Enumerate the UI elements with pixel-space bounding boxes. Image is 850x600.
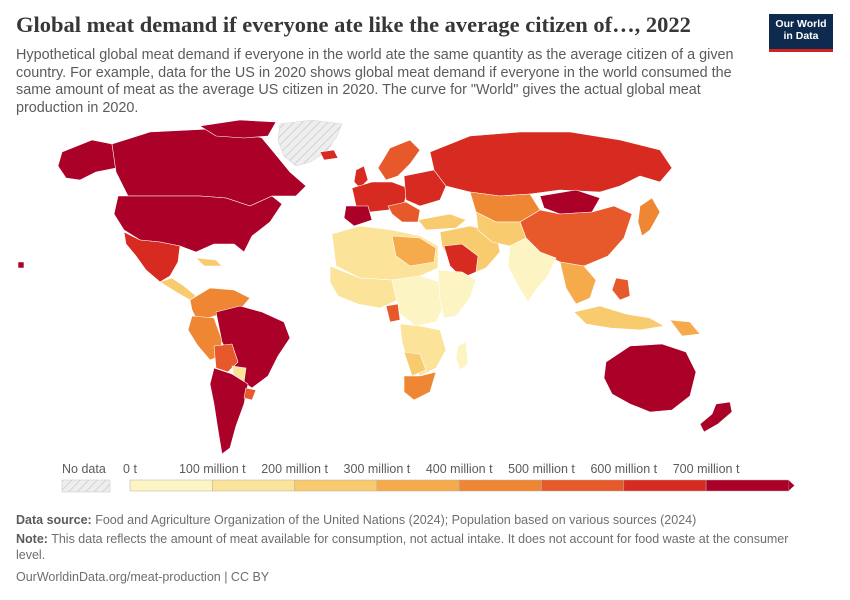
- region-mongolia[interactable]: [539, 189, 601, 215]
- legend-swatch-5[interactable]: [541, 479, 625, 492]
- world-map: [0, 118, 850, 463]
- region-egypt-libya[interactable]: [391, 235, 437, 267]
- region-new-zealand[interactable]: [699, 401, 733, 433]
- world-map-svg: [17, 119, 733, 455]
- data-source: Data source: Food and Agriculture Organi…: [16, 512, 816, 528]
- region-cuba[interactable]: [195, 257, 223, 267]
- region-greenland[interactable]: [277, 119, 343, 167]
- region-indonesia[interactable]: [573, 305, 665, 331]
- region-uruguay[interactable]: [243, 387, 257, 401]
- region-india[interactable]: [507, 237, 557, 303]
- region-canada-islands[interactable]: [199, 119, 277, 139]
- legend-swatch-7[interactable]: [705, 479, 789, 492]
- source-link[interactable]: OurWorldinData.org/meat-production | CC …: [16, 570, 270, 584]
- region-argentina[interactable]: [209, 367, 249, 455]
- region-russia[interactable]: [429, 131, 673, 197]
- region-namibia-botswana[interactable]: [403, 351, 427, 377]
- region-west-africa[interactable]: [329, 265, 399, 309]
- owid-logo[interactable]: Our World in Data: [769, 14, 833, 52]
- region-japan[interactable]: [637, 197, 661, 237]
- logo-line-2: in Data: [783, 30, 819, 42]
- legend-label-0: 0 t: [123, 462, 137, 476]
- legend-label-7: 700 million t: [673, 462, 740, 476]
- region-turkey[interactable]: [417, 213, 467, 231]
- legend-label-6: 600 million t: [590, 462, 657, 476]
- legend-label-3: 300 million t: [344, 462, 411, 476]
- region-south-africa[interactable]: [403, 371, 437, 401]
- region-central-america[interactable]: [159, 277, 197, 301]
- region-australia[interactable]: [603, 343, 697, 413]
- region-alaska[interactable]: [57, 139, 117, 181]
- region-philippines[interactable]: [611, 277, 631, 301]
- chart-footer: Data source: Food and Agriculture Organi…: [16, 512, 816, 588]
- legend-label-4: 400 million t: [426, 462, 493, 476]
- chart-title: Global meat demand if everyone ate like …: [16, 12, 691, 37]
- region-saudi-arabia[interactable]: [443, 243, 479, 279]
- region-gabon[interactable]: [385, 303, 401, 323]
- legend-swatch-4[interactable]: [458, 479, 542, 492]
- legend-label-2: 200 million t: [261, 462, 328, 476]
- no-data-swatch[interactable]: [61, 479, 111, 493]
- region-southeast-asia[interactable]: [559, 261, 597, 305]
- logo-line-1: Our World: [775, 18, 827, 30]
- no-data-label: No data: [62, 462, 106, 476]
- region-southern-europe[interactable]: [387, 201, 421, 223]
- region-iceland[interactable]: [319, 149, 339, 161]
- legend-swatch-0[interactable]: [129, 479, 213, 492]
- legend-arrow-icon: [788, 480, 795, 491]
- region-hawaii[interactable]: [17, 261, 25, 269]
- legend-swatch-1[interactable]: [212, 479, 295, 492]
- region-papua-new-guinea[interactable]: [669, 319, 701, 337]
- region-canada[interactable]: [111, 127, 307, 207]
- region-iberia[interactable]: [343, 205, 373, 227]
- legend-label-1: 100 million t: [179, 462, 246, 476]
- region-mexico[interactable]: [123, 231, 181, 283]
- region-scandinavia[interactable]: [377, 139, 421, 181]
- note-text: This data reflects the amount of meat av…: [16, 532, 789, 562]
- legend-swatch-6[interactable]: [623, 479, 707, 492]
- data-source-label: Data source:: [16, 513, 92, 527]
- chart-note: Note: This data reflects the amount of m…: [16, 531, 816, 563]
- region-central-africa[interactable]: [391, 275, 447, 327]
- map-legend: No data 0 t 100 million t 200 million t 300…: [0, 458, 850, 498]
- region-uk[interactable]: [353, 165, 369, 189]
- chart-subtitle: Hypothetical global meat demand if every…: [16, 47, 734, 116]
- legend-swatch-3[interactable]: [376, 479, 460, 492]
- note-label: Note:: [16, 532, 48, 546]
- legend-svg: No data 0 t 100 million t 200 million t 300…: [61, 462, 795, 493]
- legend-swatch-2[interactable]: [294, 479, 378, 492]
- data-source-text: Food and Agriculture Organization of the…: [95, 513, 697, 527]
- legend-label-5: 500 million t: [508, 462, 575, 476]
- region-east-africa[interactable]: [437, 269, 477, 319]
- legend-bins: 0 t 100 million t 200 million t 300 million…: [123, 462, 795, 492]
- region-madagascar[interactable]: [455, 341, 469, 371]
